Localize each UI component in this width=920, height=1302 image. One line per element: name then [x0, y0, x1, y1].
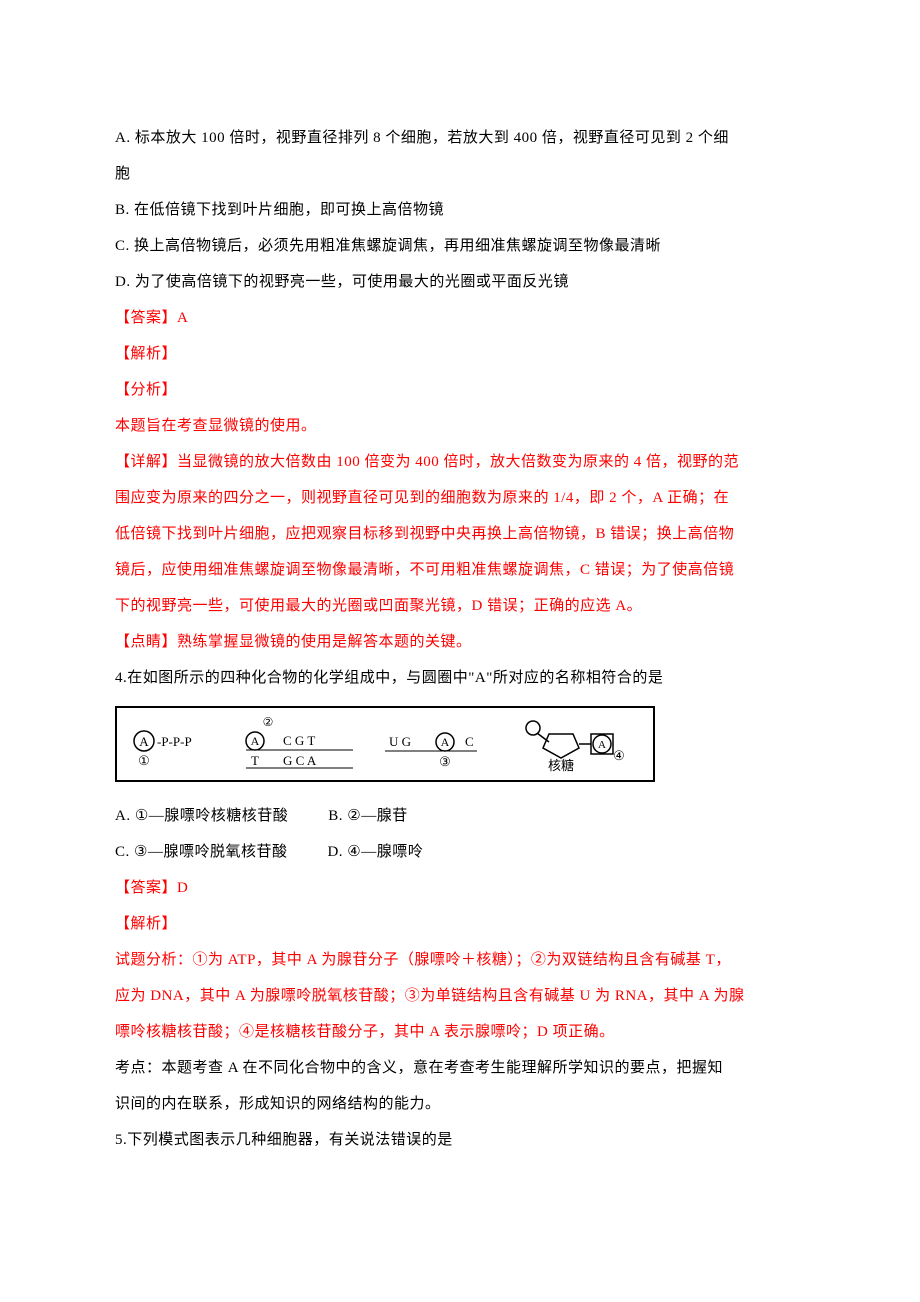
q4-option-d: D. ④—腺嘌呤 [327, 834, 423, 870]
q4-option-c: C. ③—腺嘌呤脱氧核苷酸 [115, 834, 287, 870]
svg-text:A: A [598, 739, 606, 751]
svg-text:C G T: C G T [283, 733, 315, 748]
svg-text:A: A [441, 735, 450, 749]
svg-text:T: T [251, 753, 259, 768]
q5-stem: 5.下列模式图表示几种细胞器，有关说法错误的是 [115, 1122, 805, 1158]
svg-text:G C A: G C A [283, 753, 317, 768]
answer-label: 【答案】 [115, 880, 177, 896]
q3-analysis-text: 本题旨在考查显微镜的使用。 [115, 408, 805, 444]
q4-option-b: B. ②—腺苷 [328, 798, 407, 834]
q3-detail-4: 镜后，应使用细准焦螺旋调至物像最清晰，不可用粗准焦螺旋调焦，C 错误；为了使高倍… [115, 552, 805, 588]
q3-answer: 【答案】A [115, 300, 805, 336]
tip-text: 熟练掌握显微镜的使用是解答本题的关键。 [177, 634, 472, 650]
q3-option-a-cont: 胞 [115, 156, 805, 192]
q3-option-b: B. 在低倍镜下找到叶片细胞，即可换上高倍物镜 [115, 192, 805, 228]
q3-option-a: A. 标本放大 100 倍时，视野直径排列 8 个细胞，若放大到 400 倍，视… [115, 120, 805, 156]
svg-text:A: A [139, 734, 149, 749]
svg-text:④: ④ [613, 748, 625, 763]
svg-text:A: A [251, 734, 260, 748]
svg-text:U G: U G [389, 734, 411, 749]
q3-option-c: C. 换上高倍物镜后，必须先用粗准焦螺旋调焦，再用细准焦螺旋调至物像最清晰 [115, 228, 805, 264]
svg-text:③: ③ [439, 754, 451, 769]
q3-detail-5: 下的视野亮一些，可使用最大的光圈或凹面聚光镜，D 错误；正确的应选 A。 [115, 588, 805, 624]
q4-kaodian-1: 考点：本题考查 A 在不同化合物中的含义，意在考查考生能理解所学知识的要点，把握… [115, 1050, 805, 1086]
detail-label: 【详解】 [115, 454, 177, 470]
q3-analysis-label: 【分析】 [115, 372, 805, 408]
q3-option-d: D. 为了使高倍镜下的视野亮一些，可使用最大的光圈或平面反光镜 [115, 264, 805, 300]
svg-text:-P-P-P: -P-P-P [157, 734, 192, 749]
diagram-part-4: A 核糖 ④ [511, 716, 641, 772]
svg-text:核糖: 核糖 [548, 758, 574, 772]
tip-label: 【点睛】 [115, 634, 177, 650]
q4-answer: 【答案】D [115, 870, 805, 906]
q4-diagram: A -P-P-P ① ② A C G T T G C A U G A C ③ [115, 706, 655, 782]
answer-value: D [177, 880, 188, 896]
q4-option-a: A. ①—腺嘌呤核糖核苷酸 [115, 798, 288, 834]
svg-text:②: ② [263, 716, 274, 729]
answer-value: A [177, 310, 188, 326]
diagram-part-1: A -P-P-P ① [129, 719, 219, 769]
q3-detail-2: 围应变为原来的四分之一，则视野直径可见到的细胞数为原来的 1/4，即 2 个，A… [115, 480, 805, 516]
svg-text:C: C [465, 734, 474, 749]
q3-tip: 【点睛】熟练掌握显微镜的使用是解答本题的关键。 [115, 624, 805, 660]
q4-exp-1: 试题分析：①为 ATP，其中 A 为腺苷分子（腺嘌呤＋核糖）；②为双链结构且含有… [115, 942, 805, 978]
q4-exp-3: 嘌呤核糖核苷酸；④是核糖核苷酸分子，其中 A 表示腺嘌呤；D 项正确。 [115, 1014, 805, 1050]
q4-stem: 4.在如图所示的四种化合物的化学组成中，与圆圈中"A"所对应的名称相符合的是 [115, 660, 805, 696]
detail-text-1: 当显微镜的放大倍数由 100 倍变为 400 倍时，放大倍数变为原来的 4 倍，… [177, 454, 739, 470]
q4-explanation-label: 【解析】 [115, 906, 805, 942]
q4-exp-2: 应为 DNA，其中 A 为腺嘌呤脱氧核苷酸；③为单链结构且含有碱基 U 为 RN… [115, 978, 805, 1014]
answer-label: 【答案】 [115, 310, 177, 326]
svg-text:①: ① [138, 753, 150, 768]
diagram-part-3: U G A C ③ [377, 719, 497, 769]
diagram-part-2: ② A C G T T G C A [233, 716, 363, 772]
q4-kaodian-2: 识间的内在联系，形成知识的网络结构的能力。 [115, 1086, 805, 1122]
q3-detail-3: 低倍镜下找到叶片细胞，应把观察目标移到视野中央再换上高倍物镜，B 错误；换上高倍… [115, 516, 805, 552]
q3-detail-1: 【详解】当显微镜的放大倍数由 100 倍变为 400 倍时，放大倍数变为原来的 … [115, 444, 805, 480]
q3-explanation-label: 【解析】 [115, 336, 805, 372]
